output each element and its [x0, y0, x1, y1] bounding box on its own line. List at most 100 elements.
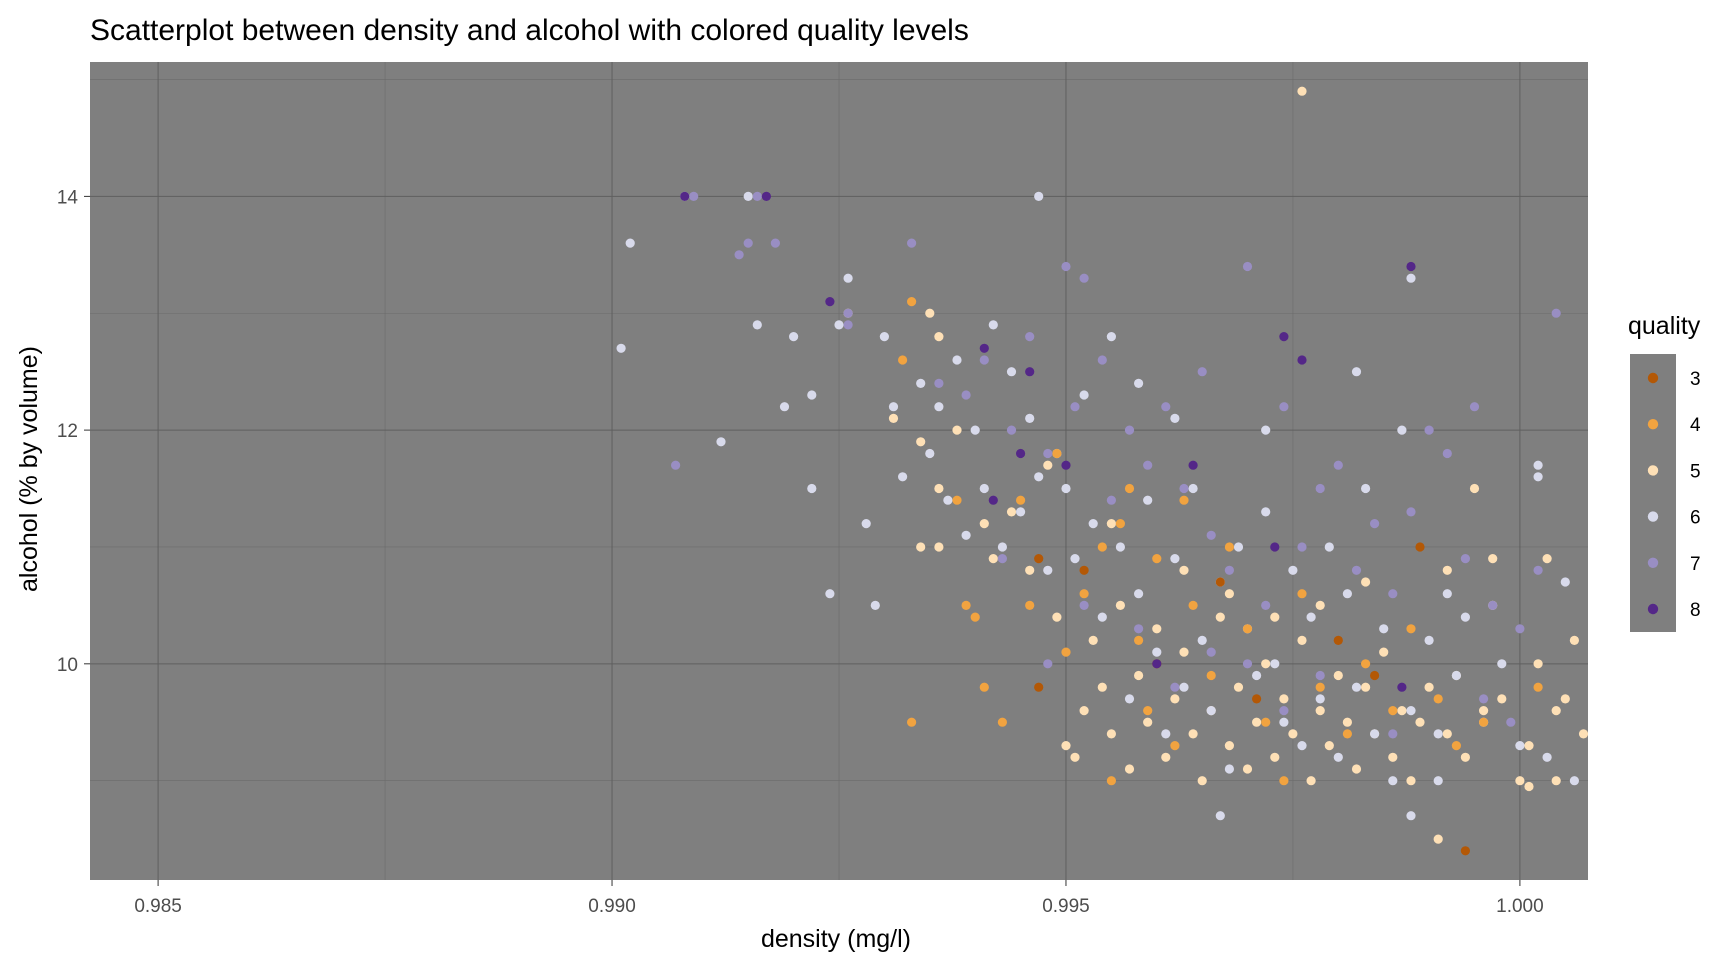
- data-point-quality-4: [1451, 741, 1461, 751]
- legend-key-4: [1647, 419, 1659, 430]
- data-point-quality-4: [1052, 448, 1062, 459]
- data-point-quality-8: [979, 343, 989, 353]
- data-point-quality-5: [1351, 764, 1362, 774]
- legend-key-5: [1647, 465, 1659, 476]
- data-point-quality-7: [689, 191, 699, 201]
- data-point-quality-5: [1379, 647, 1389, 657]
- data-point-quality-5: [1315, 706, 1325, 716]
- data-point-quality-5: [1061, 741, 1071, 751]
- data-point-quality-4: [1206, 670, 1216, 681]
- data-point-quality-8: [1025, 367, 1035, 377]
- data-point-quality-5: [1361, 577, 1371, 587]
- data-point-quality-6: [1406, 273, 1416, 283]
- data-point-quality-6: [1342, 589, 1352, 599]
- data-point-quality-5: [1569, 635, 1579, 646]
- data-point-quality-7: [1224, 565, 1234, 575]
- data-point-quality-6: [952, 355, 962, 365]
- data-point-quality-7: [1506, 717, 1516, 727]
- data-point-quality-3: [1415, 542, 1425, 552]
- data-point-quality-6: [1197, 635, 1207, 646]
- data-point-quality-4: [1124, 483, 1135, 494]
- data-point-quality-7: [1106, 495, 1116, 505]
- data-point-quality-6: [779, 402, 790, 412]
- x-axis-ticks: 0.985 0.990 0.995 1.000: [134, 880, 1544, 917]
- data-point-quality-6: [1206, 706, 1216, 716]
- data-point-quality-6: [1143, 495, 1153, 505]
- data-point-quality-8: [1061, 460, 1071, 470]
- data-point-quality-5: [1152, 624, 1162, 634]
- data-point-quality-4: [961, 600, 971, 611]
- data-point-quality-6: [925, 448, 935, 459]
- data-point-quality-6: [1097, 612, 1107, 622]
- data-point-quality-6: [1188, 483, 1198, 494]
- data-point-quality-6: [1106, 332, 1116, 342]
- data-point-quality-5: [934, 332, 944, 342]
- data-point-quality-6: [1134, 378, 1144, 388]
- data-point-quality-5: [1361, 682, 1371, 692]
- x-tick-label: 0.990: [588, 896, 636, 917]
- data-point-quality-4: [1388, 706, 1398, 716]
- data-point-quality-6: [716, 437, 726, 447]
- data-point-quality-7: [1097, 355, 1107, 365]
- data-point-quality-6: [1497, 659, 1507, 669]
- data-point-quality-6: [934, 402, 944, 412]
- data-point-quality-3: [1333, 635, 1343, 646]
- data-point-quality-6: [1252, 670, 1262, 681]
- data-point-quality-8: [1016, 448, 1026, 459]
- data-point-quality-5: [1315, 600, 1325, 611]
- data-point-quality-8: [1297, 355, 1307, 365]
- data-point-quality-7: [1488, 600, 1498, 611]
- legend-key-8: [1647, 603, 1659, 615]
- data-point-quality-4: [997, 717, 1008, 727]
- data-point-quality-7: [734, 250, 744, 260]
- data-point-quality-3: [1215, 577, 1225, 587]
- data-point-quality-5: [1233, 682, 1244, 692]
- data-point-quality-5: [1515, 776, 1525, 786]
- data-point-quality-7: [1370, 519, 1380, 529]
- data-point-quality-5: [1333, 670, 1343, 681]
- data-point-quality-7: [1469, 402, 1480, 412]
- data-point-quality-7: [1315, 483, 1325, 494]
- data-point-quality-6: [1460, 612, 1470, 622]
- data-point-quality-6: [1406, 706, 1416, 716]
- data-point-quality-6: [1088, 519, 1098, 529]
- data-point-quality-6: [1006, 367, 1017, 377]
- data-point-quality-6: [916, 378, 926, 388]
- data-point-quality-7: [1460, 554, 1470, 564]
- data-point-quality-5: [1479, 706, 1489, 716]
- data-point-quality-7: [1179, 483, 1189, 494]
- data-point-quality-6: [752, 320, 762, 330]
- data-point-quality-6: [879, 332, 890, 342]
- data-point-quality-5: [1106, 519, 1116, 529]
- data-point-quality-7: [1143, 460, 1153, 470]
- data-point-quality-6: [1515, 741, 1525, 751]
- data-point-quality-8: [1270, 542, 1280, 552]
- data-point-quality-5: [1578, 729, 1589, 739]
- data-point-quality-7: [843, 308, 853, 318]
- data-point-quality-6: [979, 483, 989, 494]
- legend-label-3: 3: [1690, 369, 1701, 390]
- legend: quality 3 4 5 6 7 8: [1628, 312, 1701, 632]
- data-point-quality-5: [916, 542, 926, 552]
- data-point-quality-5: [1224, 589, 1234, 599]
- data-point-quality-4: [1143, 706, 1153, 716]
- data-point-quality-6: [1152, 647, 1162, 657]
- data-point-quality-7: [1124, 425, 1135, 435]
- data-point-quality-7: [1279, 706, 1289, 716]
- data-point-quality-4: [907, 297, 917, 307]
- data-point-quality-5: [1551, 706, 1561, 716]
- data-point-quality-5: [1424, 682, 1434, 692]
- data-point-quality-6: [988, 320, 998, 330]
- data-point-quality-6: [961, 530, 971, 540]
- data-point-quality-5: [1306, 776, 1316, 786]
- data-point-quality-6: [743, 191, 753, 201]
- data-point-quality-6: [870, 600, 880, 611]
- data-point-quality-6: [789, 332, 799, 342]
- data-point-quality-6: [1569, 776, 1579, 786]
- x-tick-label: 0.995: [1042, 896, 1090, 917]
- data-point-quality-6: [1124, 694, 1135, 704]
- data-point-quality-5: [1297, 635, 1307, 646]
- y-axis-title: alcohol (% by volume): [15, 346, 43, 592]
- data-point-quality-7: [770, 238, 781, 248]
